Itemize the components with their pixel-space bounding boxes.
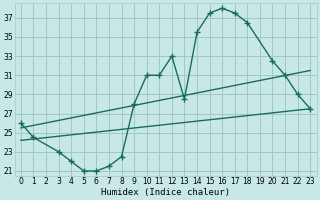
X-axis label: Humidex (Indice chaleur): Humidex (Indice chaleur) <box>101 188 230 197</box>
